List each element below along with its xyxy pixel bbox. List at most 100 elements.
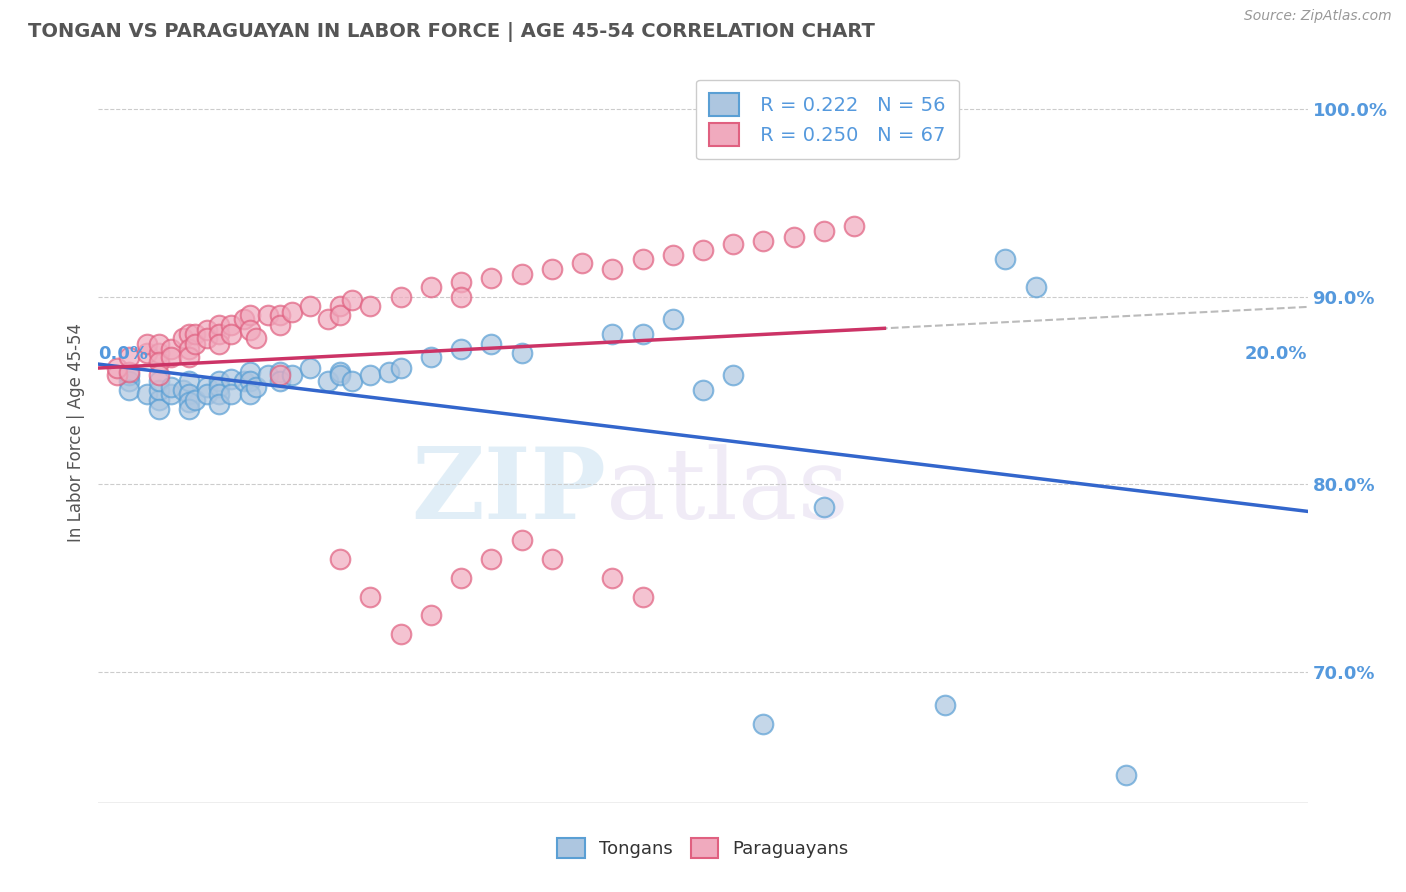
Point (172, 384, 194, 398)
Point (602, 571, 624, 585)
Point (481, 336, 503, 351)
Point (510, 267, 533, 281)
Point (160, 387, 183, 401)
Point (269, 368, 291, 383)
Point (148, 355, 170, 369)
Point (160, 350, 183, 364)
Point (329, 552, 352, 566)
Legend:  R = 0.222   N = 56,  R = 0.250   N = 67: R = 0.222 N = 56, R = 0.250 N = 67 (696, 79, 959, 160)
Point (148, 346, 170, 360)
Point (299, 299, 322, 313)
Point (540, 552, 562, 566)
Point (602, 327, 624, 342)
Point (342, 374, 364, 388)
Point (172, 331, 194, 345)
Point (661, 248, 683, 262)
Point (723, 368, 745, 383)
Point (420, 280, 443, 294)
Point (208, 374, 231, 388)
Point (481, 271, 503, 285)
Point (813, 224, 835, 238)
Point (221, 327, 243, 342)
Point (316, 374, 339, 388)
Point (783, 229, 806, 244)
Point (239, 387, 262, 401)
Point (118, 384, 141, 398)
Point (329, 368, 352, 383)
Point (148, 384, 170, 398)
Text: ZIP: ZIP (412, 443, 606, 541)
Point (813, 500, 835, 514)
Point (342, 293, 364, 308)
Point (148, 392, 170, 407)
Legend: Tongans, Paraguayans: Tongans, Paraguayans (550, 830, 856, 865)
Y-axis label: In Labor Force | Age 45-54: In Labor Force | Age 45-54 (66, 323, 84, 542)
Point (692, 243, 714, 257)
Point (245, 380, 267, 394)
Point (105, 368, 128, 383)
Point (510, 533, 533, 548)
Point (245, 331, 267, 345)
Point (510, 346, 533, 360)
Point (148, 336, 170, 351)
Point (360, 368, 382, 383)
Point (221, 372, 243, 386)
Point (195, 323, 218, 337)
Point (389, 361, 412, 376)
Point (256, 309, 278, 323)
Point (450, 342, 472, 356)
Point (232, 374, 254, 388)
Point (148, 368, 170, 383)
Point (118, 350, 141, 364)
Point (221, 318, 243, 332)
Point (329, 299, 352, 313)
Point (994, 252, 1017, 267)
Point (148, 402, 170, 417)
Point (723, 237, 745, 252)
Point (281, 304, 304, 318)
Point (135, 346, 157, 360)
Point (256, 368, 278, 383)
Point (160, 380, 183, 394)
Point (934, 698, 956, 713)
Point (208, 396, 231, 410)
Point (752, 717, 775, 731)
Point (195, 331, 218, 345)
Point (160, 342, 183, 356)
Point (377, 365, 399, 379)
Point (208, 318, 231, 332)
Point (184, 336, 207, 351)
Point (389, 290, 412, 304)
Point (135, 336, 157, 351)
Point (208, 380, 231, 394)
Point (752, 234, 775, 248)
Point (420, 350, 443, 364)
Point (118, 365, 141, 379)
Point (450, 571, 472, 585)
Point (239, 323, 262, 337)
Point (692, 384, 714, 398)
Point (179, 394, 201, 409)
Point (239, 309, 262, 323)
Point (179, 327, 201, 342)
Point (281, 368, 304, 383)
Point (631, 252, 654, 267)
Point (118, 374, 141, 388)
Point (135, 387, 157, 401)
Point (118, 368, 141, 383)
Point (1024, 280, 1046, 294)
Point (179, 374, 201, 388)
Point (208, 327, 231, 342)
Point (179, 402, 201, 417)
Point (450, 275, 472, 289)
Text: 0.0%: 0.0% (98, 345, 149, 363)
Point (299, 361, 322, 376)
Point (195, 387, 218, 401)
Point (232, 312, 254, 326)
Point (844, 219, 866, 233)
Point (389, 627, 412, 641)
Point (316, 312, 339, 326)
Point (148, 374, 170, 388)
Point (269, 318, 291, 332)
Point (1115, 767, 1137, 781)
